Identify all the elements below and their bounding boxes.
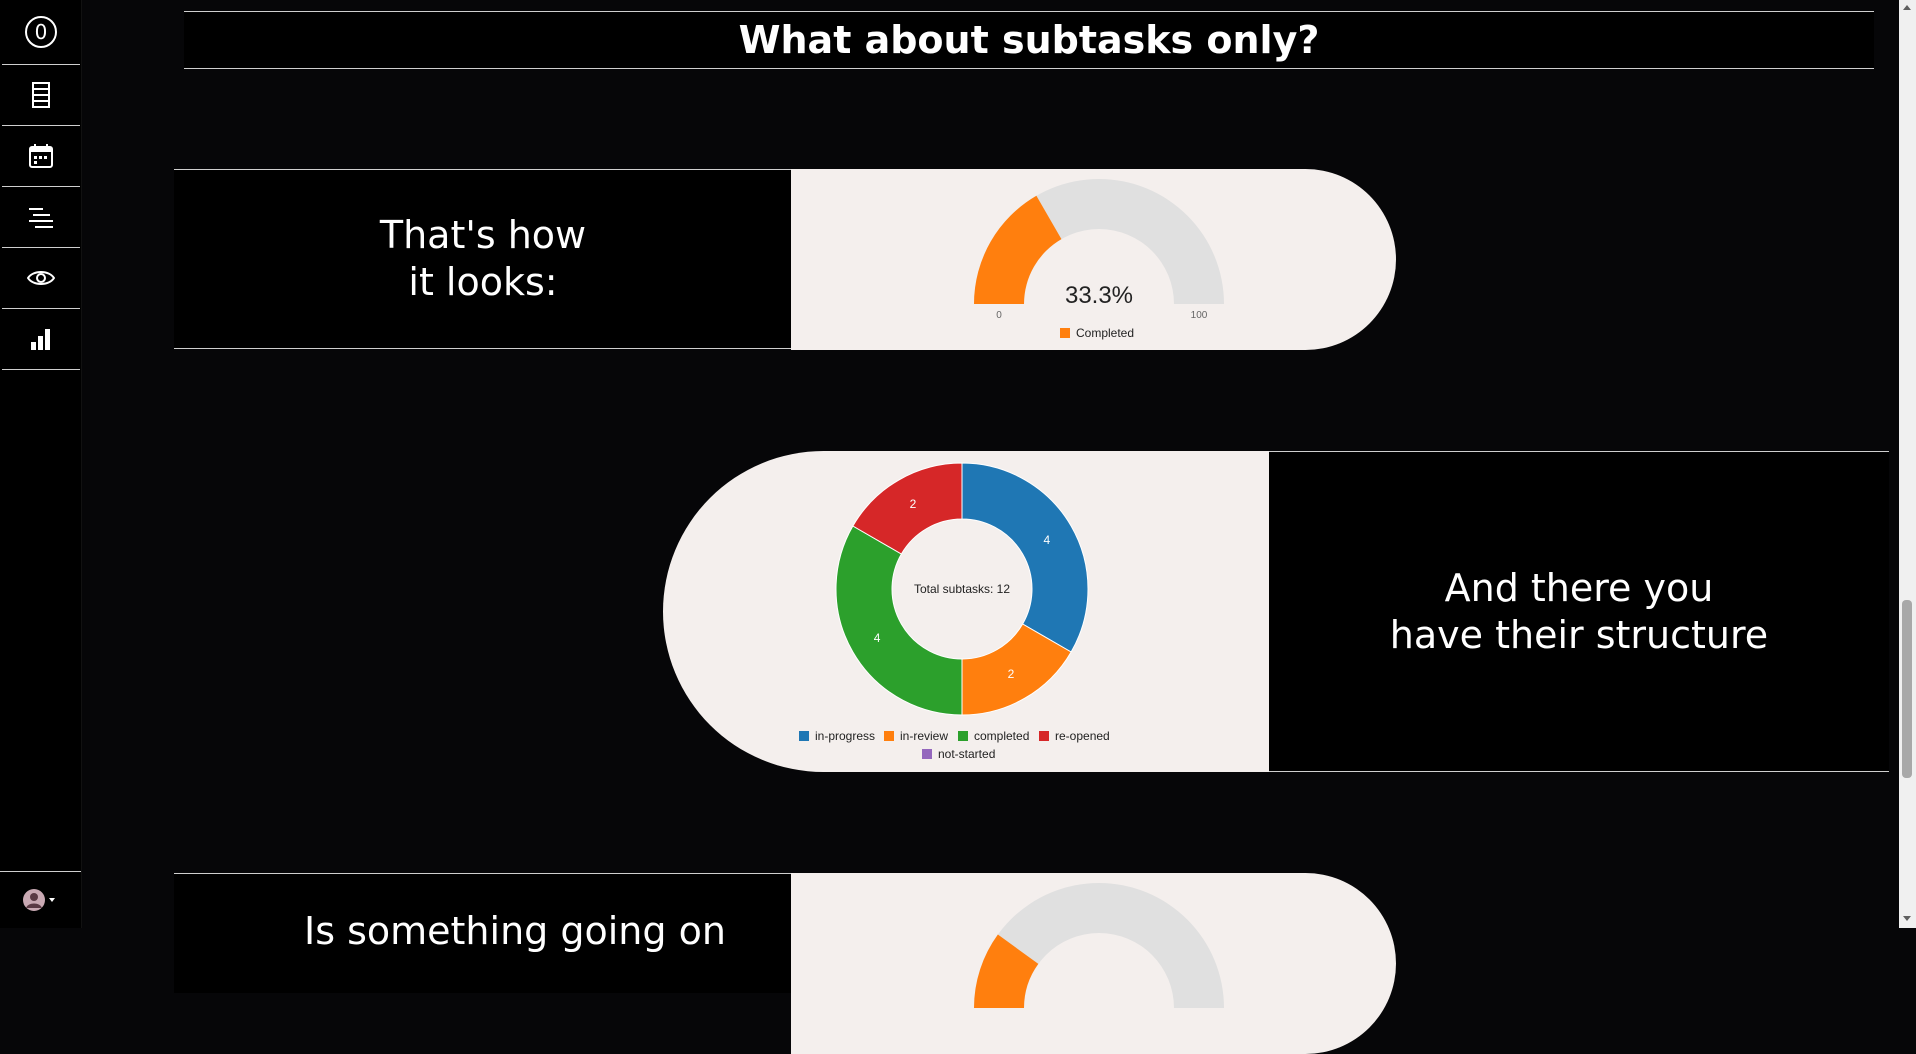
bar-chart-icon xyxy=(31,329,50,350)
section1-text-block: That's how it looks: xyxy=(174,169,792,349)
svg-text:0: 0 xyxy=(35,20,48,44)
section2-text-line1: And there you xyxy=(1444,565,1714,610)
scroll-thumb[interactable] xyxy=(1902,600,1912,778)
gauge-value-arc xyxy=(974,195,1062,304)
gauge-max-label: 100 xyxy=(1191,310,1208,321)
donut-chart: 4 2 4 2 Total subtasks: 12 in-progress in-re… xyxy=(799,462,1110,761)
donut-slice-in-progress[interactable] xyxy=(961,462,1089,653)
scroll-down-arrow-icon[interactable] xyxy=(1903,916,1911,921)
legend-swatch-not-started xyxy=(922,749,932,759)
donut-data-label-in-progress: 4 xyxy=(1044,533,1051,547)
legend-item-not-started[interactable]: not-started xyxy=(938,747,995,761)
legend-item-in-progress[interactable]: in-progress xyxy=(815,729,875,743)
legend-swatch-in-progress xyxy=(799,731,809,741)
sidebar-item-stats[interactable] xyxy=(2,309,80,370)
section3-text-block: Is something going on xyxy=(174,873,792,993)
legend-item-completed[interactable]: completed xyxy=(974,729,1029,743)
section-title-band: What about subtasks only? xyxy=(184,11,1874,69)
donut-slice-completed[interactable] xyxy=(835,525,963,716)
legend-swatch-in-review xyxy=(884,731,894,741)
scroll-up-arrow-icon[interactable] xyxy=(1903,5,1911,10)
gauge-legend-label[interactable]: Completed xyxy=(1076,326,1134,340)
section1-text-line1: That's how xyxy=(379,213,587,257)
section2-text-line2: have their structure xyxy=(1389,612,1769,657)
section3-gauge-track xyxy=(974,883,1224,1008)
section3-gauge-panel xyxy=(791,873,1396,1054)
sidebar-item-eye[interactable] xyxy=(2,248,80,309)
donut-center-label: Total subtasks: 12 xyxy=(914,582,1010,596)
legend-swatch-re-opened xyxy=(1039,731,1049,741)
sidebar-item-calendar[interactable] xyxy=(2,126,80,187)
donut-data-label-re-opened: 2 xyxy=(910,497,917,511)
calendar-icon xyxy=(29,144,53,168)
sidebar: 0 xyxy=(0,0,82,928)
gauge-min-label: 0 xyxy=(996,310,1002,321)
donut-chart-panel: 4 2 4 2 Total subtasks: 12 in-progress in-re… xyxy=(663,451,1270,772)
legend-swatch-completed xyxy=(958,731,968,741)
gauge-chart-panel: 33.3% 0 100 Completed xyxy=(791,169,1396,350)
donut-data-label-in-review: 2 xyxy=(1008,667,1015,681)
section1-text: That's how it looks: xyxy=(380,212,586,306)
gauge-value-label: 33.3% xyxy=(1065,282,1133,309)
list-icon xyxy=(32,82,50,108)
page-scrollbar[interactable] xyxy=(1899,0,1916,928)
lines-icon xyxy=(29,208,53,228)
legend-item-re-opened[interactable]: re-opened xyxy=(1055,729,1110,743)
user-menu-button[interactable] xyxy=(0,871,81,928)
sidebar-item-list[interactable] xyxy=(2,65,80,126)
gauge-legend-swatch xyxy=(1060,328,1070,338)
section3-text: Is something going on xyxy=(304,909,726,953)
logo-button[interactable]: 0 xyxy=(2,0,80,65)
sidebar-item-lines[interactable] xyxy=(2,187,80,248)
page-title: What about subtasks only? xyxy=(738,18,1320,62)
section3-gauge-chart xyxy=(974,883,1224,1008)
caret-down-icon xyxy=(48,898,55,902)
user-avatar-icon xyxy=(22,889,55,911)
section2-text-block: And there you have their structure xyxy=(1269,451,1889,772)
eye-icon xyxy=(27,271,55,285)
section2-text: And there you have their structure xyxy=(1390,565,1768,659)
donut-slice-re-opened[interactable] xyxy=(852,462,963,555)
logo-zero-icon: 0 xyxy=(25,16,57,48)
gauge-chart: 33.3% 0 100 Completed xyxy=(974,179,1224,340)
legend-item-in-review[interactable]: in-review xyxy=(900,729,948,743)
donut-data-label-completed: 4 xyxy=(874,631,881,645)
section1-text-line2: it looks: xyxy=(408,260,558,304)
